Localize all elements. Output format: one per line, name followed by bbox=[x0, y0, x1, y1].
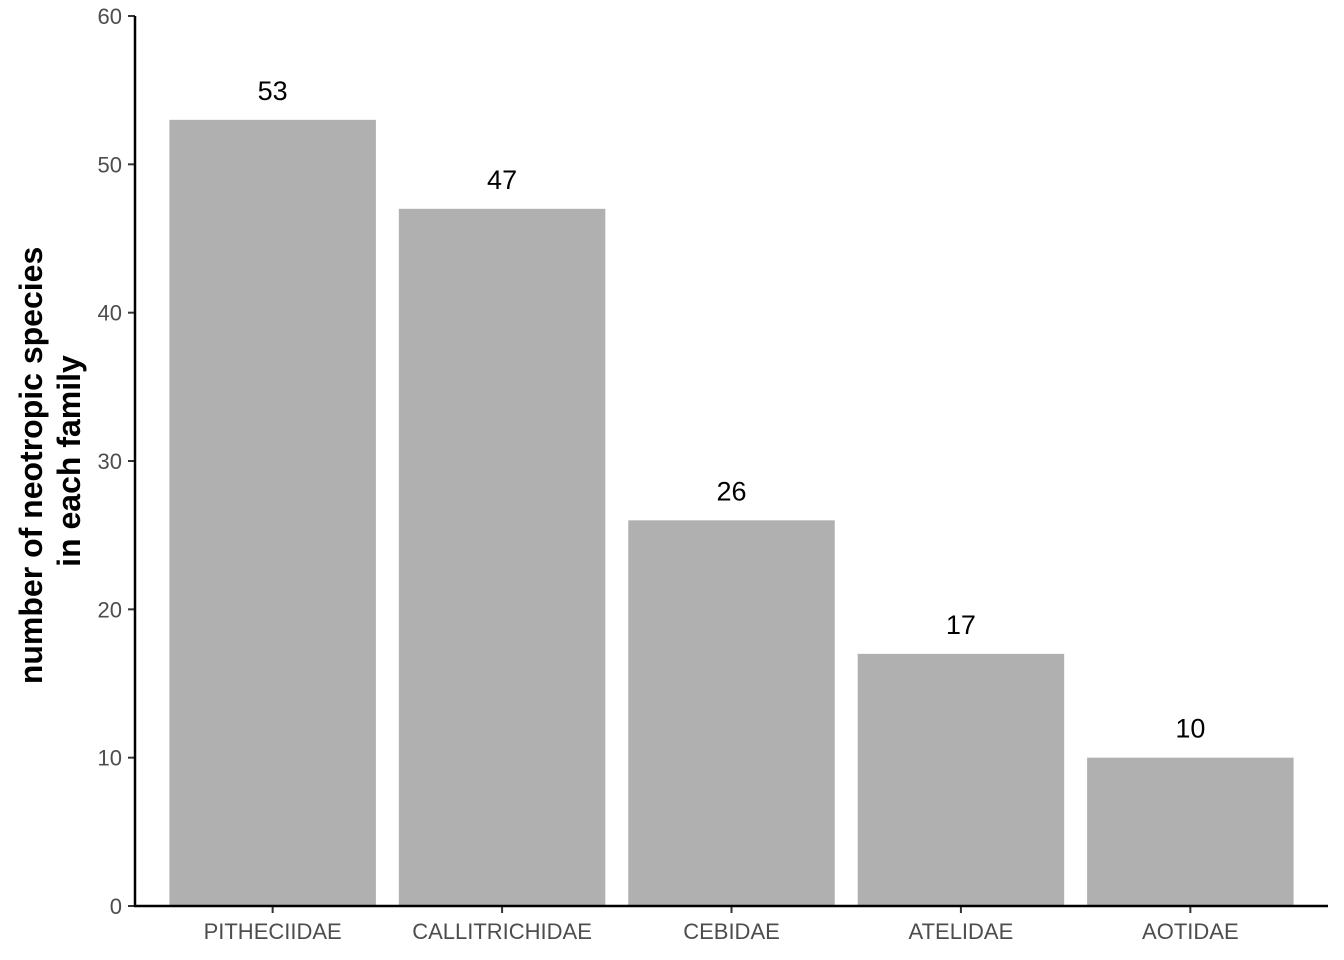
y-tick-label: 50 bbox=[98, 152, 122, 177]
y-tick-label: 0 bbox=[110, 894, 122, 919]
y-tick-label: 60 bbox=[98, 4, 122, 29]
data-label-pitheciidae: 53 bbox=[258, 76, 288, 106]
x-tick-label-atelidae: ATELIDAE bbox=[909, 919, 1014, 944]
data-label-callitrichidae: 47 bbox=[487, 165, 517, 195]
data-label-atelidae: 17 bbox=[946, 610, 976, 640]
data-label-aotidae: 10 bbox=[1175, 714, 1205, 744]
bars bbox=[169, 119, 1294, 907]
bar-cebidae bbox=[628, 520, 835, 906]
y-tick-label: 10 bbox=[98, 746, 122, 771]
y-tick-label: 30 bbox=[98, 449, 122, 474]
data-label-cebidae: 26 bbox=[716, 476, 746, 506]
y-tick-label: 40 bbox=[98, 301, 122, 326]
bar-callitrichidae bbox=[398, 208, 606, 907]
x-axis-ticks: PITHECIIDAE CALLITRICHIDAE CEBIDAE ATELIDAE… bbox=[204, 906, 1239, 944]
bar-pitheciidae bbox=[169, 119, 376, 907]
y-axis-title-line-1: number of neotropic species bbox=[13, 247, 49, 684]
data-labels: 53 47 26 17 10 bbox=[258, 76, 1206, 744]
bar-aotidae bbox=[1087, 757, 1294, 906]
x-tick-label-aotidae: AOTIDAE bbox=[1142, 919, 1239, 944]
y-tick-label: 20 bbox=[98, 597, 122, 622]
x-tick-label-cebidae: CEBIDAE bbox=[683, 919, 780, 944]
y-axis-title-line-2: in each family bbox=[51, 355, 87, 567]
y-axis-title: number of neotropic species in each fami… bbox=[13, 238, 87, 684]
x-tick-label-callitrichidae: CALLITRICHIDAE bbox=[412, 919, 592, 944]
y-axis-ticks: 0 10 20 30 40 50 60 bbox=[98, 4, 135, 919]
bar-atelidae bbox=[857, 653, 1065, 906]
x-tick-label-pitheciidae: PITHECIIDAE bbox=[204, 919, 342, 944]
